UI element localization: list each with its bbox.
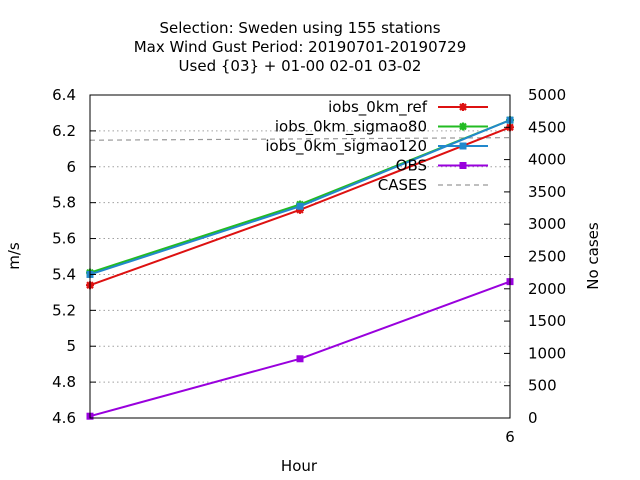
grid-lines [90, 130, 510, 383]
y2-axis-label: No cases [584, 222, 602, 290]
legend-marker [459, 142, 467, 150]
x-tick-label: 6 [505, 428, 515, 446]
chart-title: Selection: Sweden using 155 stationsMax … [134, 19, 467, 75]
y2-tick-label: 5000 [528, 86, 566, 104]
y-tick-label: 6.2 [52, 122, 76, 140]
y2-tick-label: 0 [528, 409, 538, 427]
y2-tick-label: 4500 [528, 118, 566, 136]
series-CASES [89, 137, 511, 141]
y-tick-label: 5 [66, 337, 76, 355]
y2-tick-label: 1500 [528, 312, 566, 330]
y-tick-label: 5.4 [52, 265, 76, 283]
y-axis-ticks: 4.6 4.8 5 5.2 5.4 5.6 5.8 6 6.2 6.4 [52, 86, 96, 427]
series-line [89, 280, 511, 418]
legend-label: OBS [396, 157, 427, 175]
data-point [296, 205, 304, 214]
legend: iobs_0km_refiobs_0km_sigmao80iobs_0km_si… [265, 98, 488, 194]
title-line-3: Used {03} + 01-00 02-01 03-02 [179, 57, 422, 75]
x-axis-ticks: 6 [505, 412, 515, 446]
y2-tick-label: 2000 [528, 280, 566, 298]
title-line-1: Selection: Sweden using 155 stations [159, 19, 440, 37]
y-tick-label: 4.6 [52, 409, 76, 427]
legend-marker [459, 162, 467, 169]
y2-tick-label: 3500 [528, 183, 566, 201]
series-OBS [86, 278, 514, 420]
legend-item: OBS [396, 157, 488, 175]
y2-tick-label: 1000 [528, 344, 566, 362]
y2-axis-ticks: 0 500 1000 1500 2000 2500 3000 3500 4000 4500 5000 [504, 86, 566, 427]
data-point [296, 202, 304, 210]
x-axis-label: Hour [281, 457, 318, 475]
legend-label: iobs_0km_sigmao120 [265, 137, 427, 156]
y-tick-label: 6.4 [52, 86, 76, 104]
legend-label: CASES [378, 176, 427, 194]
y-tick-label: 4.8 [52, 373, 76, 391]
y-tick-label: 6 [66, 158, 76, 176]
legend-label: iobs_0km_sigmao80 [275, 118, 427, 137]
y-axis-label: m/s [5, 242, 23, 270]
legend-marker [459, 122, 467, 131]
legend-item: iobs_0km_ref [328, 98, 488, 117]
legend-item: CASES [378, 176, 488, 194]
series-line [89, 137, 511, 141]
legend-item: iobs_0km_sigmao120 [265, 137, 488, 156]
legend-marker [459, 103, 467, 111]
y2-tick-label: 500 [528, 377, 557, 395]
y2-tick-label: 3000 [528, 215, 566, 233]
data-point [296, 355, 304, 363]
legend-label: iobs_0km_ref [328, 98, 428, 117]
y2-tick-label: 4000 [528, 151, 566, 169]
y-tick-label: 5.2 [52, 301, 76, 319]
series-lines [86, 116, 514, 420]
title-line-2: Max Wind Gust Period: 20190701-20190729 [134, 38, 467, 56]
y-tick-label: 5.8 [52, 194, 76, 212]
y-tick-label: 5.6 [52, 230, 76, 248]
legend-item: iobs_0km_sigmao80 [275, 118, 488, 137]
y2-tick-label: 2500 [528, 248, 566, 266]
